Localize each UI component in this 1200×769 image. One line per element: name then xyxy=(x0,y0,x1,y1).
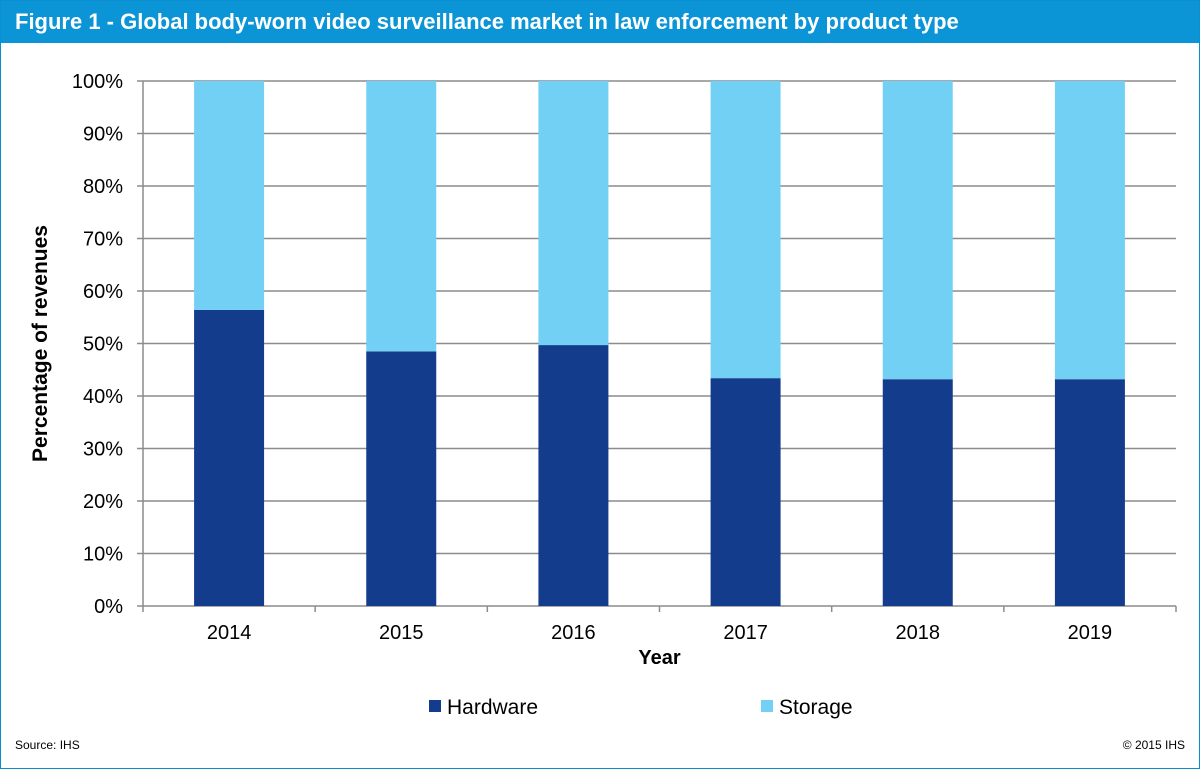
x-tick-label: 2016 xyxy=(551,622,596,644)
y-tick-label: 90% xyxy=(83,124,123,146)
legend-swatch-storage xyxy=(761,700,773,712)
bar-hardware-2019 xyxy=(1054,379,1125,606)
y-tick-label: 80% xyxy=(83,176,123,198)
bar-storage-2015 xyxy=(366,81,437,352)
bar-hardware-2015 xyxy=(366,351,437,606)
x-tick-label: 2014 xyxy=(207,622,252,644)
legend-label-storage: Storage xyxy=(779,696,853,719)
y-tick-label: 10% xyxy=(83,544,123,566)
bar-storage-2016 xyxy=(538,81,609,346)
y-tick-label: 0% xyxy=(94,596,123,618)
y-tick-label: 70% xyxy=(83,229,123,251)
x-axis-label: Year xyxy=(638,647,680,669)
y-tick-label: 40% xyxy=(83,386,123,408)
x-tick-label: 2015 xyxy=(379,622,424,644)
legend-label-hardware: Hardware xyxy=(447,696,538,719)
y-axis-label: Percentage of revenues xyxy=(29,225,52,462)
bar-storage-2018 xyxy=(882,81,953,380)
y-tick-label: 60% xyxy=(83,281,123,303)
bar-storage-2014 xyxy=(194,81,265,310)
bar-hardware-2018 xyxy=(882,379,953,606)
x-tick-label: 2018 xyxy=(896,622,941,644)
bar-hardware-2017 xyxy=(710,378,781,606)
legend-swatch-hardware xyxy=(429,700,441,712)
y-tick-label: 50% xyxy=(83,334,123,356)
bar-storage-2019 xyxy=(1054,81,1125,380)
figure-title: Figure 1 - Global body-worn video survei… xyxy=(1,1,1199,43)
bar-hardware-2016 xyxy=(538,345,609,606)
x-tick-label: 2017 xyxy=(723,622,768,644)
y-tick-label: 30% xyxy=(83,439,123,461)
bar-hardware-2014 xyxy=(194,309,265,606)
source-note: Source: IHS xyxy=(15,738,80,752)
y-tick-label: 100% xyxy=(72,71,123,93)
x-tick-label: 2019 xyxy=(1068,622,1113,644)
bar-storage-2017 xyxy=(710,81,781,379)
copyright-note: © 2015 IHS xyxy=(1122,738,1185,752)
y-tick-label: 20% xyxy=(83,491,123,513)
